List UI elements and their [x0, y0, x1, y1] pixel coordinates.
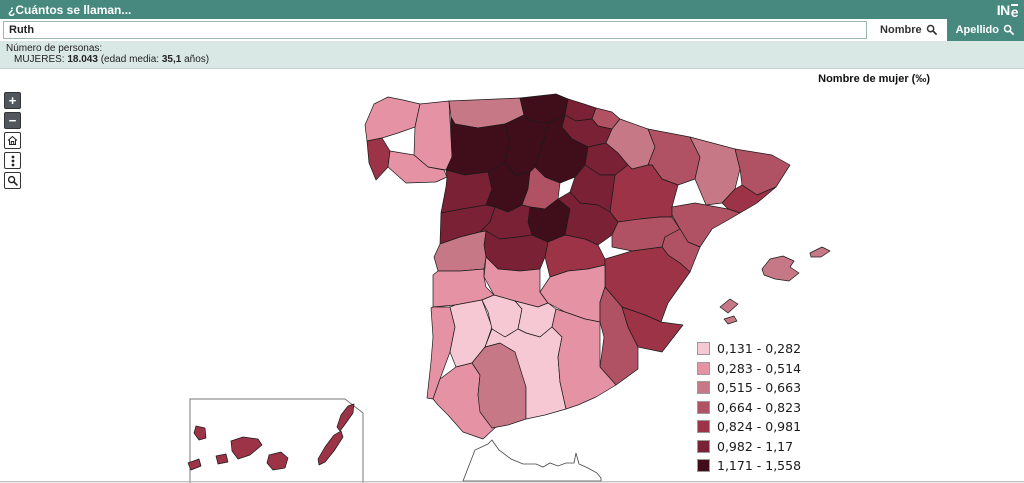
legend-swatch: [697, 420, 710, 434]
results-info-bar: Número de personas: MUJERES: 18.043 (eda…: [0, 41, 1024, 69]
ine-logo: IN e: [996, 1, 1019, 20]
home-extent-button[interactable]: [4, 132, 21, 149]
search-by-name-button[interactable]: Nombre: [871, 19, 947, 41]
zoom-out-button[interactable]: −: [4, 112, 21, 129]
legend-swatch: [697, 439, 710, 453]
more-options-button[interactable]: [4, 152, 21, 169]
age-prefix: (edad media:: [100, 54, 160, 65]
island-mallorca[interactable]: [761, 255, 800, 282]
choropleth-map-area: Nombre de mujer (‰): [0, 69, 1024, 483]
peninsula-provinces: [364, 93, 791, 440]
choropleth-legend: 0,131 - 0,282 0,283 - 0,514 0,515 - 0,663 0…: [697, 339, 801, 476]
map-controls: + −: [4, 92, 21, 189]
canary-islands-inset: [187, 398, 364, 483]
legend-swatch: [697, 459, 710, 473]
island-la-gomera[interactable]: [215, 453, 229, 465]
island-tenerife[interactable]: [230, 436, 263, 460]
map-legend-title: Nombre de mujer (‰): [818, 73, 930, 85]
legend-row[interactable]: 0,131 - 0,282: [697, 339, 801, 359]
person-count: 18.043: [67, 54, 98, 65]
search-by-name-label: Nombre: [880, 24, 922, 36]
island-lanzarote[interactable]: [336, 403, 355, 432]
province-alicante[interactable]: [621, 306, 684, 353]
province-pontevedra[interactable]: [366, 137, 391, 181]
island-menorca[interactable]: [809, 246, 831, 258]
province-tarragona[interactable]: [671, 202, 741, 248]
minus-icon: −: [8, 113, 17, 128]
legend-range-label: 0,982 - 1,17: [717, 438, 794, 454]
gender-label: MUJERES:: [14, 54, 65, 65]
plus-icon: +: [8, 93, 17, 108]
header-bar: ¿Cuántos se llaman... IN e: [0, 0, 1024, 19]
mean-age: 35,1: [161, 54, 182, 65]
province-almeria[interactable]: [551, 308, 617, 410]
balearic-islands: [719, 246, 831, 325]
legend-range-label: 0,824 - 0,981: [717, 419, 802, 435]
results-info-line1: Número de personas:: [6, 43, 103, 54]
map-search-button[interactable]: [4, 172, 21, 189]
home-icon: [7, 135, 18, 145]
legend-row[interactable]: 0,982 - 1,17: [697, 437, 801, 457]
inset-frame: [189, 398, 364, 483]
magnifier-icon: [7, 175, 18, 186]
legend-swatch: [697, 342, 710, 356]
island-formentera[interactable]: [723, 315, 738, 325]
legend-row[interactable]: 1,171 - 1,558: [697, 456, 801, 476]
search-by-surname-button[interactable]: Apellido: [946, 19, 1024, 41]
legend-range-label: 0,515 - 0,663: [717, 380, 802, 396]
legend-row[interactable]: 0,664 - 0,823: [697, 398, 801, 418]
legend-range-label: 0,131 - 0,282: [717, 341, 802, 357]
ine-logo-e: e: [1010, 3, 1019, 20]
search-by-surname-label: Apellido: [955, 24, 999, 36]
name-search-input[interactable]: [3, 21, 868, 39]
legend-row[interactable]: 0,515 - 0,663: [697, 378, 801, 398]
legend-range-label: 1,171 - 1,558: [717, 458, 802, 474]
island-el-hierro[interactable]: [187, 458, 202, 471]
search-icon: [1003, 24, 1015, 36]
province-badajoz[interactable]: [432, 268, 495, 308]
island-la-palma[interactable]: [193, 425, 207, 441]
legend-row[interactable]: 0,283 - 0,514: [697, 359, 801, 379]
island-ibiza[interactable]: [719, 298, 739, 314]
page-title: ¿Cuántos se llaman...: [8, 2, 132, 17]
ine-logo-in: IN: [996, 1, 1011, 18]
island-fuerteventura[interactable]: [317, 430, 344, 466]
province-murcia[interactable]: [599, 286, 639, 386]
province-a-coruna[interactable]: [364, 96, 421, 142]
kebab-menu-icon: [11, 155, 14, 166]
legend-swatch: [697, 361, 710, 375]
search-row: Nombre Apellido: [0, 19, 1024, 41]
search-icon: [926, 24, 937, 36]
africa-outline: [462, 439, 602, 482]
results-info-line2: MUJERES: 18.043 (edad media: 35,1 años): [6, 54, 1024, 65]
spain-provinces-map: [0, 93, 1024, 483]
island-gran-canaria[interactable]: [266, 451, 289, 471]
legend-range-label: 0,664 - 0,823: [717, 399, 802, 415]
legend-row[interactable]: 0,824 - 0,981: [697, 417, 801, 437]
legend-range-label: 0,283 - 0,514: [717, 360, 802, 376]
age-suffix: años): [184, 54, 210, 65]
zoom-in-button[interactable]: +: [4, 92, 21, 109]
legend-swatch: [697, 381, 710, 395]
legend-swatch: [697, 400, 710, 414]
